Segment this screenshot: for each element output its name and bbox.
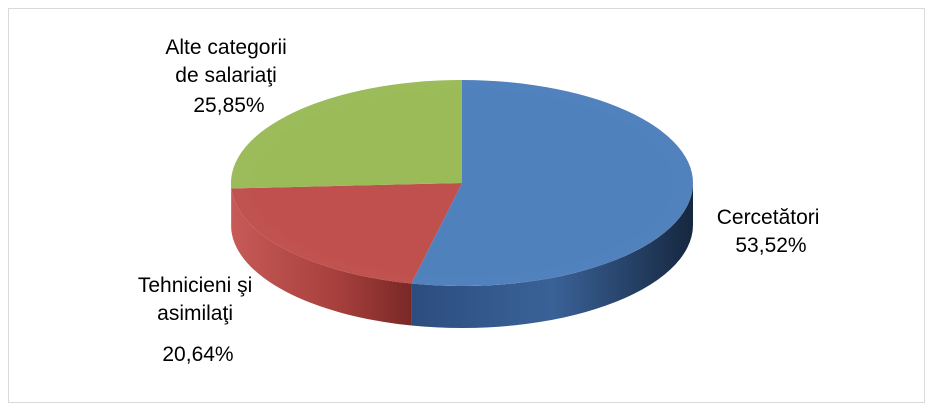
slice-label-line: de salariaţi bbox=[175, 64, 277, 87]
slice-tehnicieni-side bbox=[231, 188, 412, 326]
slice-label-tehnicieni: Tehnicieni şi asimilaţi 20,64% bbox=[138, 274, 258, 366]
slice-label-line: 20,64% bbox=[162, 343, 233, 366]
pie-tops bbox=[231, 80, 693, 286]
slice-label-line: 53,52% bbox=[735, 234, 806, 257]
slice-label-line: Alte categorii bbox=[165, 36, 286, 59]
slice-label-line: Tehnicieni şi bbox=[138, 274, 252, 297]
slice-label-alte-categorii: Alte categorii de salariaţi 25,85% bbox=[165, 36, 292, 117]
slice-label-line: 25,85% bbox=[193, 94, 264, 117]
slice-label-line: asimilaţi bbox=[157, 302, 233, 325]
slice-label-line: Cercetători bbox=[717, 206, 820, 229]
slice-alte-categorii-top bbox=[231, 80, 462, 189]
slice-label-cercetatori: Cercetători 53,52% bbox=[717, 206, 826, 257]
slice-cercetatori-side bbox=[411, 183, 693, 328]
